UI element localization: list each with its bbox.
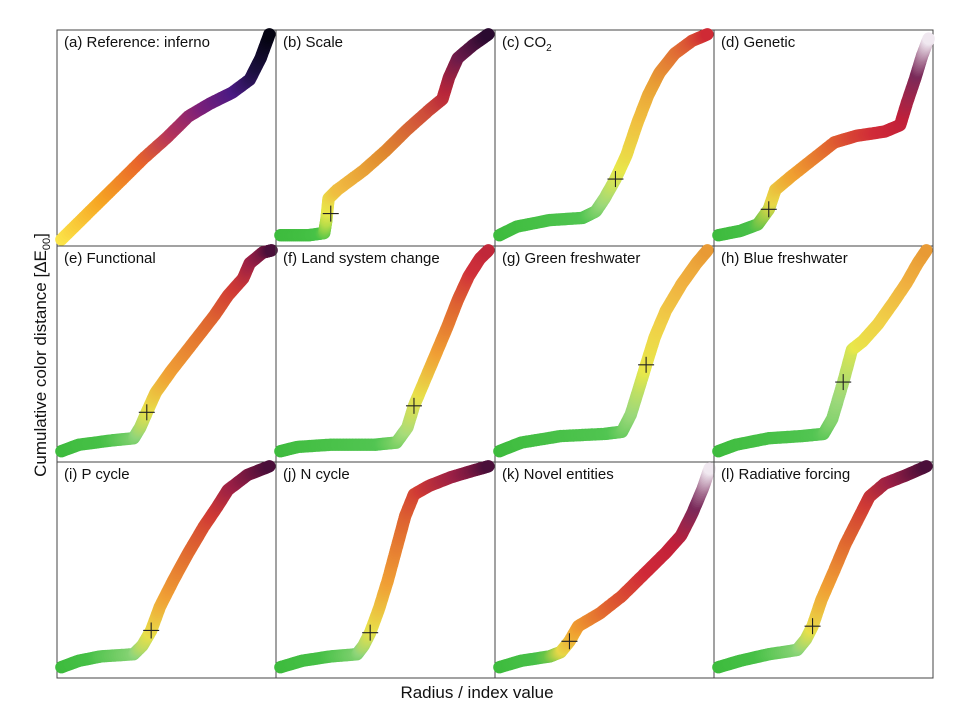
panel-title-text: (k) Novel entities	[502, 466, 614, 483]
curve-point	[482, 28, 495, 41]
panel-title: (b) Scale	[283, 34, 343, 51]
panel-title: (d) Genetic	[721, 34, 796, 51]
panel-title: (a) Reference: inferno	[64, 34, 210, 51]
panel-title-text: (c) CO	[502, 34, 546, 51]
curve-point	[265, 244, 278, 257]
panel-title-text: (j) N cycle	[283, 466, 350, 483]
curve-point	[703, 462, 716, 475]
panel-frame	[494, 461, 715, 679]
panel-title: (l) Radiative forcing	[721, 466, 850, 483]
panel-title-text: (g) Green freshwater	[502, 250, 640, 267]
series-curve	[274, 460, 495, 674]
panel-title: (j) N cycle	[283, 466, 350, 483]
series-curve	[55, 244, 278, 458]
panel-title-text: (d) Genetic	[721, 34, 796, 51]
series-curve	[493, 462, 716, 674]
curve-point	[482, 460, 495, 473]
panel-title: (g) Green freshwater	[502, 250, 640, 267]
panel-title: (f) Land system change	[283, 250, 440, 267]
curve-point	[922, 32, 935, 45]
threshold-marker	[322, 205, 339, 222]
threshold-marker	[138, 404, 155, 421]
panel-10: (j) N cycle	[274, 460, 496, 679]
threshold-marker	[835, 374, 852, 391]
panel-12: (l) Radiative forcing	[712, 460, 934, 679]
panel-7: (g) Green freshwater	[493, 244, 715, 463]
curve-point	[701, 244, 714, 257]
panel-title-subscript: 2	[546, 43, 552, 54]
series-curve	[712, 460, 933, 674]
panel-title: (c) CO2	[502, 34, 552, 54]
series-curve	[712, 244, 933, 458]
y-axis-title: Cumulative color distance [ΔE00]	[31, 233, 53, 477]
panel-6: (f) Land system change	[274, 244, 496, 463]
curve-point	[920, 244, 933, 257]
panel-11: (k) Novel entities	[493, 461, 716, 679]
panel-frame	[494, 29, 715, 247]
panel-5: (e) Functional	[55, 244, 278, 463]
panel-title: (h) Blue freshwater	[721, 250, 848, 267]
panel-1: (a) Reference: inferno	[55, 28, 277, 247]
x-axis-title: Radius / index value	[400, 683, 554, 702]
series-curve	[493, 28, 714, 242]
series-curve	[274, 28, 495, 242]
series-curve	[55, 28, 276, 246]
threshold-marker	[760, 201, 777, 218]
panel-title-text: (b) Scale	[283, 34, 343, 51]
panel-9: (i) P cycle	[55, 460, 277, 679]
y-axis-title-main: Cumulative color distance [ΔE	[30, 250, 50, 477]
threshold-marker	[607, 171, 624, 188]
panel-title-text: (a) Reference: inferno	[64, 34, 210, 51]
curve-point	[701, 28, 714, 41]
panel-title-text: (e) Functional	[64, 250, 156, 267]
curve-point	[263, 460, 276, 473]
y-axis-title-wrap: Cumulative color distance [ΔE00]	[30, 30, 54, 680]
curve-point	[482, 244, 495, 257]
threshold-marker	[362, 624, 379, 641]
threshold-marker	[143, 622, 160, 639]
panel-4: (d) Genetic	[712, 29, 935, 247]
panel-title-text: (i) P cycle	[64, 466, 130, 483]
curve-point	[263, 28, 276, 41]
panel-title: (i) P cycle	[64, 466, 130, 483]
series-curve	[274, 244, 495, 458]
panel-title-text: (h) Blue freshwater	[721, 250, 848, 267]
curve-point	[920, 460, 933, 473]
panel-title-text: (l) Radiative forcing	[721, 466, 850, 483]
y-axis-title-subscript: 00	[41, 237, 54, 251]
panel-frame	[713, 29, 934, 247]
y-axis-title-end: ]	[30, 233, 50, 238]
panel-title: (e) Functional	[64, 250, 156, 267]
series-curve	[55, 460, 276, 674]
threshold-marker	[804, 618, 821, 635]
threshold-marker	[561, 633, 578, 650]
panel-frame	[713, 461, 934, 679]
series-curve	[712, 32, 935, 242]
panel-title-text: (f) Land system change	[283, 250, 440, 267]
panel-3: (c) CO2	[493, 28, 715, 247]
threshold-marker	[638, 356, 655, 373]
panel-title: (k) Novel entities	[502, 466, 614, 483]
series-curve	[493, 244, 714, 458]
panel-frame	[56, 461, 277, 679]
panel-2: (b) Scale	[274, 28, 496, 247]
threshold-marker	[405, 397, 422, 414]
panel-8: (h) Blue freshwater	[712, 244, 934, 463]
